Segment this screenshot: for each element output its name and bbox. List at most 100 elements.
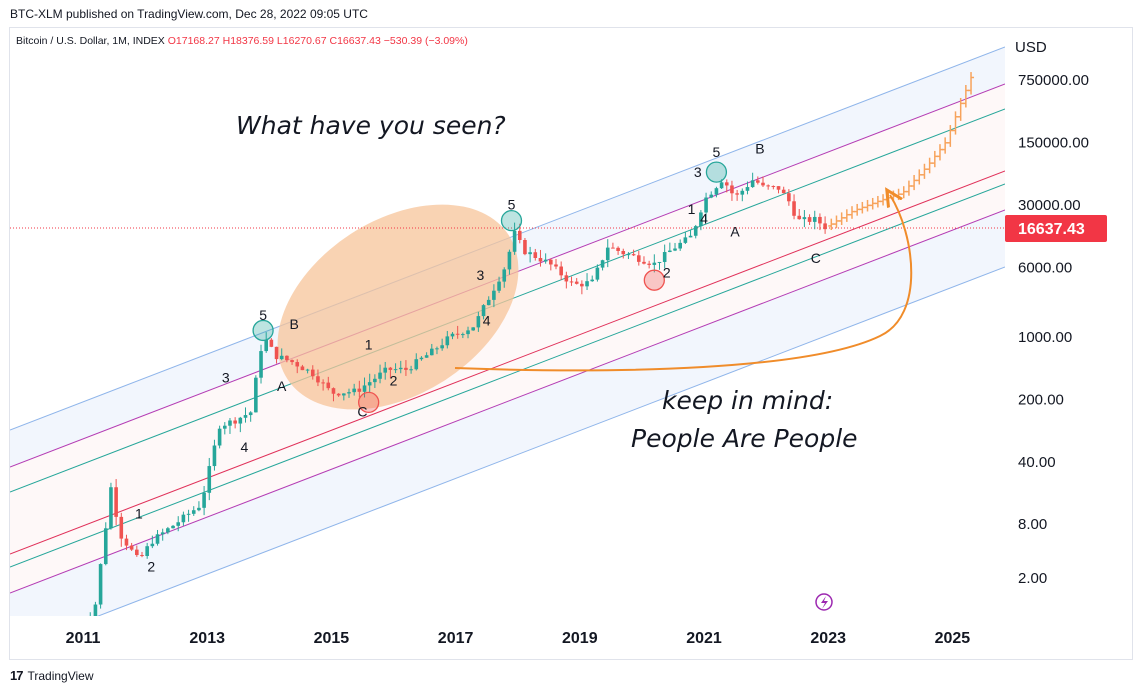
projection-arrow bbox=[454, 195, 913, 372]
last-price-label: 16637.43 bbox=[1005, 215, 1107, 242]
candle bbox=[807, 217, 812, 222]
candle bbox=[745, 187, 750, 191]
channel-band bbox=[10, 209, 1005, 616]
candle bbox=[693, 226, 698, 236]
candle bbox=[264, 339, 268, 352]
candle bbox=[595, 267, 600, 280]
candle bbox=[647, 263, 651, 265]
candle bbox=[471, 327, 475, 331]
candle bbox=[445, 336, 450, 346]
wave-label: 5 bbox=[508, 196, 516, 212]
candle bbox=[740, 190, 745, 195]
legend-close: C16637.43 bbox=[329, 35, 381, 47]
candle bbox=[393, 369, 398, 371]
candle bbox=[802, 217, 807, 220]
candle bbox=[549, 259, 553, 265]
candle bbox=[657, 261, 662, 263]
candle bbox=[512, 230, 517, 252]
candle bbox=[155, 534, 160, 544]
publish-info: BTC-XLM published on TradingView.com, De… bbox=[10, 7, 368, 21]
candle bbox=[279, 355, 284, 360]
candle bbox=[507, 251, 512, 270]
candle bbox=[388, 367, 393, 370]
legend-high: H18376.59 bbox=[222, 35, 274, 47]
x-tick-label: 2019 bbox=[562, 630, 598, 647]
candle bbox=[554, 264, 558, 267]
wave-label: A bbox=[730, 223, 740, 239]
candle bbox=[109, 487, 113, 529]
note-annotation-line1: keep in mind: bbox=[662, 386, 833, 415]
candle bbox=[409, 369, 413, 371]
candle bbox=[564, 275, 569, 282]
candle bbox=[186, 513, 191, 515]
candle bbox=[160, 532, 165, 535]
candle bbox=[310, 369, 315, 377]
candle bbox=[636, 255, 641, 262]
candle bbox=[668, 250, 672, 253]
candle bbox=[523, 239, 527, 255]
y-tick-label: 30000.00 bbox=[1018, 197, 1081, 214]
candle bbox=[621, 250, 626, 255]
wave-label: 3 bbox=[222, 370, 230, 386]
y-tick-label: 200.00 bbox=[1018, 391, 1064, 408]
wave-label: 5 bbox=[713, 144, 721, 160]
channel-line bbox=[10, 183, 1005, 568]
candle bbox=[103, 528, 108, 565]
candle bbox=[766, 185, 770, 187]
candle bbox=[202, 492, 206, 508]
candle bbox=[429, 348, 434, 356]
candle bbox=[119, 516, 124, 539]
wave-label: 2 bbox=[390, 372, 398, 388]
lightning-icon[interactable] bbox=[815, 593, 833, 611]
candle bbox=[238, 417, 243, 424]
candle bbox=[559, 266, 563, 276]
legend-low: L16270.67 bbox=[276, 35, 327, 47]
wave-label: B bbox=[289, 316, 298, 332]
channel-band bbox=[10, 108, 1005, 555]
candle bbox=[611, 247, 615, 249]
candle bbox=[533, 252, 538, 258]
wave-label: 3 bbox=[477, 267, 485, 283]
candle bbox=[688, 235, 693, 238]
candle bbox=[114, 487, 118, 517]
footer-brand: TradingView bbox=[27, 668, 94, 683]
x-tick-label: 2017 bbox=[438, 630, 474, 647]
candle bbox=[378, 372, 382, 379]
candle bbox=[248, 412, 253, 416]
candle bbox=[699, 212, 703, 227]
wave-circle-marker bbox=[358, 391, 380, 414]
candle bbox=[321, 382, 325, 384]
candle bbox=[285, 355, 289, 361]
candle bbox=[502, 269, 507, 282]
candle bbox=[362, 385, 367, 392]
candle bbox=[129, 545, 134, 550]
candle bbox=[274, 346, 279, 360]
candle bbox=[212, 445, 217, 467]
candle bbox=[295, 362, 300, 367]
candle bbox=[455, 333, 460, 335]
symbol-legend: Bitcoin / U.S. Dollar, 1M, INDEX O17168.… bbox=[16, 35, 468, 47]
tradingview-logo[interactable]: 17 TradingView bbox=[10, 668, 94, 683]
candle bbox=[631, 254, 636, 256]
y-tick-label: 150000.00 bbox=[1018, 134, 1089, 151]
candle bbox=[331, 388, 336, 394]
candle bbox=[517, 230, 522, 240]
x-tick-label: 2021 bbox=[686, 630, 722, 647]
x-tick-label: 2015 bbox=[314, 630, 350, 647]
x-tick-label: 2023 bbox=[810, 630, 846, 647]
candle bbox=[347, 392, 351, 394]
candle bbox=[781, 189, 786, 194]
candle bbox=[135, 549, 139, 556]
candle bbox=[357, 388, 362, 392]
candle bbox=[704, 197, 708, 213]
wave-label: 1 bbox=[365, 337, 373, 353]
candle bbox=[305, 369, 310, 371]
candle bbox=[730, 185, 734, 194]
question-annotation: What have you seen? bbox=[236, 111, 506, 140]
candle bbox=[497, 281, 501, 291]
candle bbox=[145, 546, 149, 556]
candle bbox=[383, 367, 388, 373]
y-tick-label: 6000.00 bbox=[1018, 259, 1072, 276]
candle bbox=[461, 334, 465, 336]
